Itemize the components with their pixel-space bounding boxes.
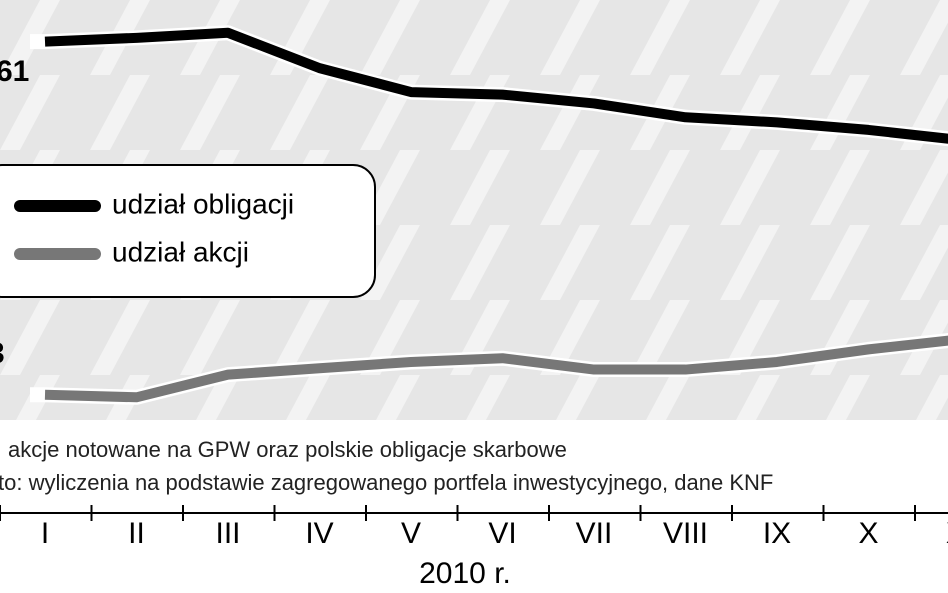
line-series: [44, 27, 948, 144]
x-tick-label: I: [41, 517, 49, 550]
line-series: [44, 335, 948, 403]
x-tick-label: XI: [946, 517, 948, 550]
x-tick-label: IX: [763, 517, 791, 550]
annotation: 3: [0, 337, 5, 370]
legend-label: udział obligacji: [112, 188, 294, 219]
x-tick-label: III: [215, 517, 240, 550]
x-tick-label: V: [401, 517, 421, 550]
x-tick-label: VIII: [663, 517, 708, 550]
footnote: to: wyliczenia na podstawie zagregowaneg…: [0, 470, 773, 495]
annotation: 61: [0, 55, 29, 88]
footer-background: [0, 420, 948, 593]
legend-label: udział akcji: [112, 236, 249, 267]
footnote: akcje notowane na GPW oraz polskie oblig…: [8, 437, 567, 462]
x-axis-title: 2010 r.: [419, 557, 511, 590]
x-tick-label: X: [858, 517, 878, 550]
x-tick-label: VI: [488, 517, 516, 550]
x-tick-label: II: [128, 517, 145, 550]
x-tick-label: VII: [576, 517, 613, 550]
legend-box: [0, 164, 376, 298]
x-tick-label: IV: [305, 517, 333, 550]
